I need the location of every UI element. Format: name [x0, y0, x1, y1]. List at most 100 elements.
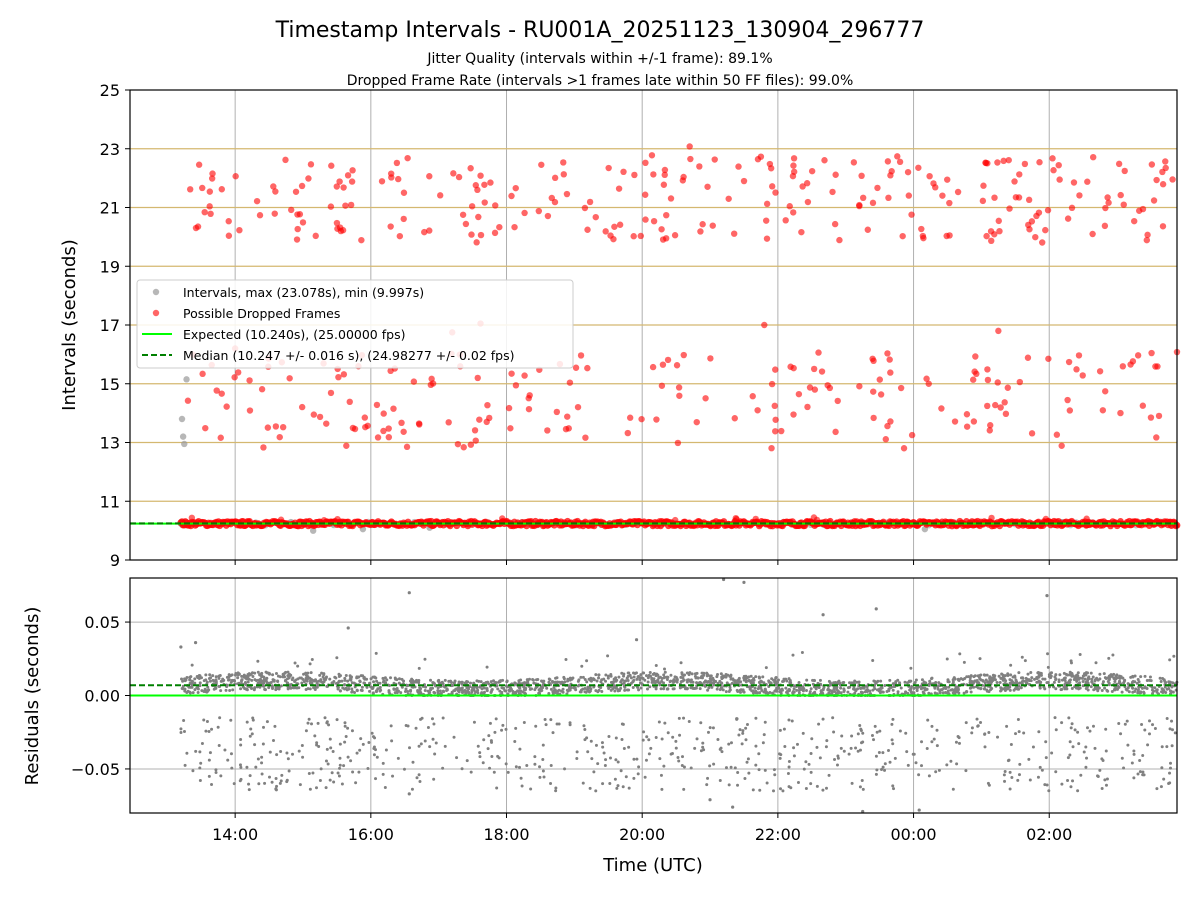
- residual-point: [366, 766, 370, 770]
- dropped-frame-point: [1083, 515, 1090, 522]
- residual-point: [879, 686, 883, 690]
- residual-point: [1098, 672, 1102, 676]
- dropped-frame-point: [400, 428, 407, 435]
- residual-point: [419, 691, 423, 695]
- residual-point: [236, 673, 240, 677]
- residual-point: [1169, 761, 1173, 765]
- dropped-frame-point: [327, 389, 335, 397]
- residual-point: [417, 681, 421, 685]
- residual-point: [522, 691, 526, 695]
- residual-point: [860, 779, 864, 783]
- residual-point: [182, 729, 186, 733]
- residual-point: [671, 679, 675, 683]
- residual-point: [1001, 677, 1005, 681]
- dropped-frame-point: [887, 172, 894, 179]
- dropped-frame-point: [856, 202, 863, 210]
- residual-point: [928, 679, 932, 683]
- residual-point: [639, 673, 643, 677]
- residual-point: [934, 770, 938, 774]
- residual-point: [1084, 671, 1088, 675]
- dropped-frame-point: [305, 175, 312, 182]
- dropped-frame-point: [1150, 197, 1158, 204]
- residual-point: [742, 580, 746, 585]
- residual-point: [1003, 674, 1007, 678]
- residual-point: [534, 724, 538, 728]
- residual-point: [678, 686, 682, 690]
- residual-point: [537, 691, 541, 695]
- residual-point: [568, 688, 572, 692]
- intervals-y-tick-label: 21: [100, 199, 120, 218]
- residual-point: [622, 674, 626, 678]
- residual-point: [517, 765, 521, 769]
- residual-point: [1009, 743, 1013, 747]
- residual-point: [978, 657, 982, 661]
- residual-point: [1076, 789, 1080, 793]
- residual-point: [495, 684, 499, 688]
- residual-point: [1038, 686, 1042, 690]
- residual-point: [1168, 771, 1172, 775]
- residual-point: [1163, 685, 1167, 689]
- residual-point: [754, 763, 758, 767]
- residual-point: [1096, 774, 1100, 778]
- residual-point: [556, 689, 560, 693]
- residual-point: [641, 738, 645, 742]
- residual-point: [185, 676, 189, 680]
- residual-point: [270, 780, 274, 784]
- residual-point: [887, 689, 891, 693]
- residual-point: [956, 686, 960, 690]
- residual-point: [501, 686, 505, 690]
- residual-point: [729, 765, 733, 769]
- residual-point: [693, 674, 697, 678]
- dropped-frame-point: [404, 154, 411, 162]
- residual-point: [616, 688, 620, 692]
- residual-point: [490, 688, 494, 692]
- dropped-frame-point: [223, 403, 230, 410]
- dropped-frame-point: [454, 440, 462, 448]
- residual-point: [753, 686, 757, 690]
- residual-point: [1068, 740, 1072, 744]
- dropped-frame-point: [584, 364, 591, 372]
- residual-point: [397, 681, 401, 685]
- residual-point: [206, 685, 210, 689]
- dropped-frame-point: [475, 213, 482, 221]
- residual-point: [541, 769, 545, 773]
- residual-point: [226, 678, 230, 682]
- residual-point: [256, 757, 260, 761]
- residual-point: [424, 685, 428, 689]
- residual-point: [568, 677, 572, 681]
- residual-point: [1043, 687, 1047, 691]
- dropped-frame-point: [507, 425, 514, 432]
- residual-point: [265, 720, 269, 724]
- residual-point: [551, 690, 555, 694]
- residual-point: [488, 721, 492, 725]
- dropped-frame-point: [472, 437, 479, 444]
- residual-point: [888, 678, 892, 682]
- residual-point: [276, 674, 280, 678]
- residual-point: [1171, 681, 1175, 685]
- dropped-frame-point: [349, 424, 357, 432]
- residual-point: [998, 680, 1002, 684]
- dropped-frame-point: [620, 168, 627, 176]
- residual-point: [663, 721, 667, 725]
- dropped-frame-point: [858, 172, 865, 180]
- residual-point: [1066, 778, 1070, 782]
- dropped-frame-point: [769, 183, 776, 190]
- residual-point: [256, 659, 260, 663]
- residual-point: [678, 733, 682, 737]
- residual-point: [987, 730, 991, 734]
- residual-point: [396, 756, 400, 760]
- residual-point: [247, 782, 251, 786]
- residual-point: [307, 717, 311, 721]
- residual-point: [1153, 686, 1157, 690]
- dropped-frame-point: [811, 386, 819, 393]
- legend-marker-intervals: [152, 288, 160, 296]
- residual-point: [706, 680, 710, 684]
- dropped-frame-point: [659, 361, 667, 368]
- residual-point: [1094, 661, 1098, 665]
- residual-point: [280, 773, 284, 777]
- dropped-frame-point: [672, 516, 679, 524]
- residual-point: [1086, 676, 1090, 680]
- dropped-frame-point: [310, 411, 318, 418]
- residual-point: [253, 671, 257, 675]
- residual-point: [896, 690, 900, 694]
